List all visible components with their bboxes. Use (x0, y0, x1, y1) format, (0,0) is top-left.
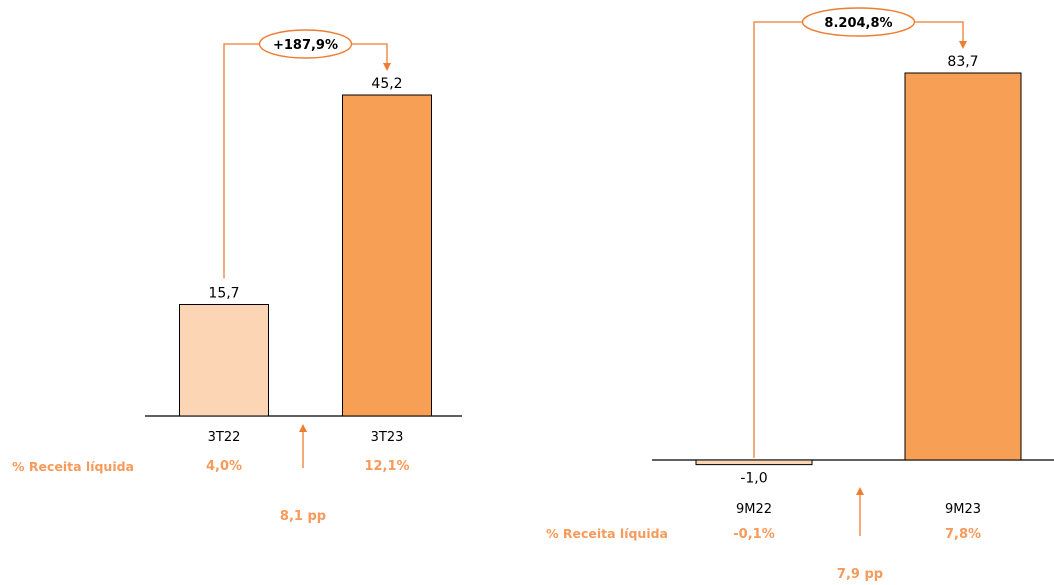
growth-label-9m: 8.204,8% (824, 16, 892, 31)
category-label-9m23: 9M23 (945, 502, 981, 517)
percent-3t22: 4,0% (206, 459, 242, 474)
chart-3t: 15,7 45,2 3T22 3T23 % Receita líquida 4,… (12, 29, 462, 524)
growth-label-3t: +187,9% (273, 38, 338, 53)
value-label-3t23: 45,2 (371, 76, 402, 92)
growth-bubble-3t (258, 29, 353, 59)
category-label-9m22: 9M22 (736, 502, 772, 517)
percent-row-label-3t: % Receita líquida (12, 459, 134, 474)
percent-row-label-9m: % Receita líquida (546, 526, 668, 541)
value-label-3t22: 15,7 (208, 286, 239, 302)
bar-3t22 (179, 304, 269, 417)
value-label-9m23: 83,7 (947, 54, 978, 70)
bar-9m22 (695, 459, 813, 466)
percent-3t23: 12,1% (364, 459, 409, 474)
pp-change-3t: 8,1 pp (280, 509, 326, 524)
category-label-3t22: 3T22 (208, 430, 241, 445)
bar-9m23 (904, 72, 1022, 461)
value-label-9m22: -1,0 (740, 471, 767, 487)
category-label-3t23: 3T23 (371, 430, 404, 445)
percent-9m22: -0,1% (733, 527, 774, 542)
bar-3t23 (342, 94, 432, 417)
percent-9m23: 7,8% (945, 527, 981, 542)
chart-9m: -1,0 83,7 9M22 9M23 % Receita líquida -0… (546, 7, 1054, 582)
pp-change-9m: 7,9 pp (837, 567, 883, 582)
growth-bubble-9m (801, 7, 916, 37)
